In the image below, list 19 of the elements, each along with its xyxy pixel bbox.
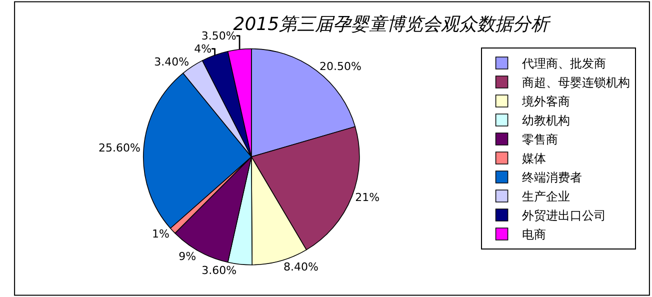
legend-label: 终端消费者 bbox=[522, 170, 582, 185]
legend-label: 零售商 bbox=[522, 132, 558, 147]
legend-label: 媒体 bbox=[522, 152, 546, 166]
legend-label: 电商 bbox=[522, 228, 546, 242]
legend-label: 代理商、批发商 bbox=[520, 56, 606, 71]
data-label: 21% bbox=[355, 190, 380, 204]
legend-label: 商超、母婴连锁机构 bbox=[522, 76, 630, 90]
legend-label: 外贸进出口公司 bbox=[522, 208, 606, 223]
data-label: 4% bbox=[194, 42, 212, 56]
data-label: 20.50% bbox=[320, 60, 362, 73]
data-label: 8.40% bbox=[283, 260, 318, 274]
data-label: 3.40% bbox=[154, 55, 190, 68]
data-label: 1% bbox=[152, 227, 170, 240]
data-label: 3.60% bbox=[202, 264, 237, 278]
legend-label: 境外客商 bbox=[520, 94, 570, 109]
data-label: 9% bbox=[178, 250, 196, 263]
legend-label: 幼教机构 bbox=[522, 114, 570, 128]
data-label: 25.60% bbox=[98, 141, 140, 154]
legend-label: 生产企业 bbox=[522, 190, 570, 204]
